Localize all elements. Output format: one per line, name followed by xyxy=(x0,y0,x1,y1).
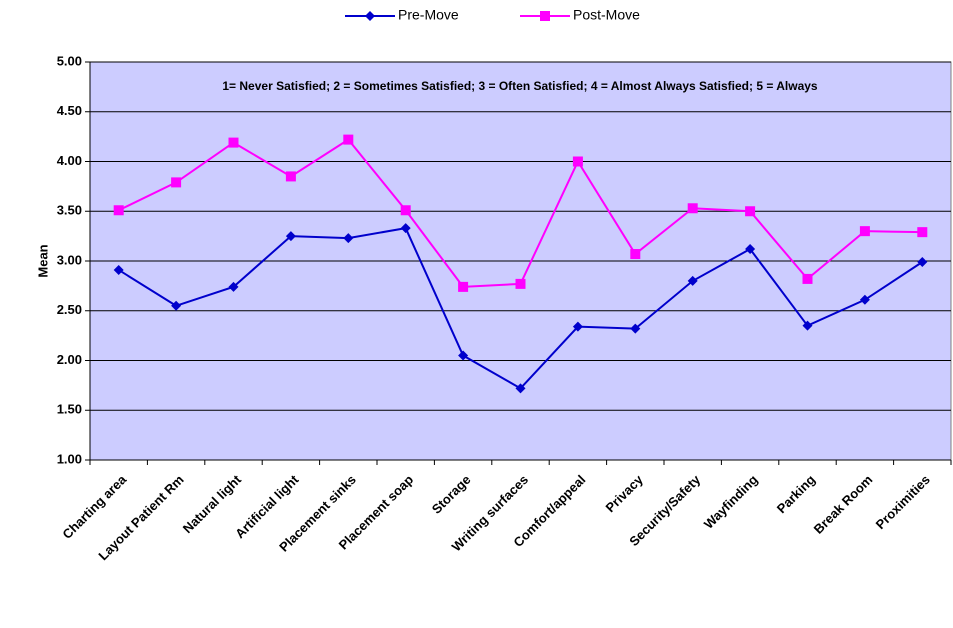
y-tick-label: 1.50 xyxy=(57,402,82,417)
data-point xyxy=(687,203,698,214)
data-point xyxy=(917,227,928,238)
data-point xyxy=(400,205,411,216)
data-point xyxy=(572,156,583,167)
data-point xyxy=(458,350,469,361)
y-tick-label: 2.00 xyxy=(57,352,82,367)
data-point xyxy=(687,275,698,286)
y-tick-label: 5.00 xyxy=(57,53,82,68)
data-point xyxy=(285,171,296,182)
legend-label: Post-Move xyxy=(573,7,640,23)
legend-marker xyxy=(540,11,550,21)
data-point xyxy=(515,383,526,394)
data-point xyxy=(228,137,239,148)
data-point xyxy=(171,177,182,188)
legend-label: Pre-Move xyxy=(398,7,459,23)
data-point xyxy=(458,281,469,292)
x-tick-label: Privacy xyxy=(603,471,647,515)
data-point xyxy=(343,134,354,145)
data-point xyxy=(745,244,756,255)
legend-marker xyxy=(365,11,375,21)
data-point xyxy=(745,206,756,217)
y-tick-label: 4.00 xyxy=(57,153,82,168)
y-axis-label: Mean xyxy=(35,244,50,277)
data-point xyxy=(917,256,928,267)
y-tick-label: 4.50 xyxy=(57,103,82,118)
data-point xyxy=(228,281,239,292)
data-point xyxy=(515,278,526,289)
y-tick-label: 1.00 xyxy=(57,451,82,466)
x-tick-label: Storage xyxy=(429,472,474,517)
data-point xyxy=(859,294,870,305)
data-point xyxy=(113,264,124,275)
data-point xyxy=(343,233,354,244)
data-point xyxy=(630,249,641,260)
y-tick-label: 3.00 xyxy=(57,252,82,267)
x-tick-label: Parking xyxy=(774,472,818,516)
data-point xyxy=(171,300,182,311)
data-point xyxy=(113,205,124,216)
data-point xyxy=(572,321,583,332)
data-point xyxy=(630,323,641,334)
x-tick-label: Break Room xyxy=(811,472,876,537)
data-point xyxy=(802,320,813,331)
y-tick-label: 2.50 xyxy=(57,302,82,317)
data-point xyxy=(802,273,813,284)
y-tick-label: 3.50 xyxy=(57,203,82,218)
x-tick-label: Wayfinding xyxy=(701,472,761,532)
annotation: 1= Never Satisfied; 2 = Sometimes Satisf… xyxy=(222,79,818,93)
x-tick-label: Proximities xyxy=(873,472,933,532)
data-point xyxy=(400,223,411,234)
data-point xyxy=(285,231,296,242)
data-point xyxy=(859,226,870,237)
x-tick-label: Natural light xyxy=(180,471,245,536)
